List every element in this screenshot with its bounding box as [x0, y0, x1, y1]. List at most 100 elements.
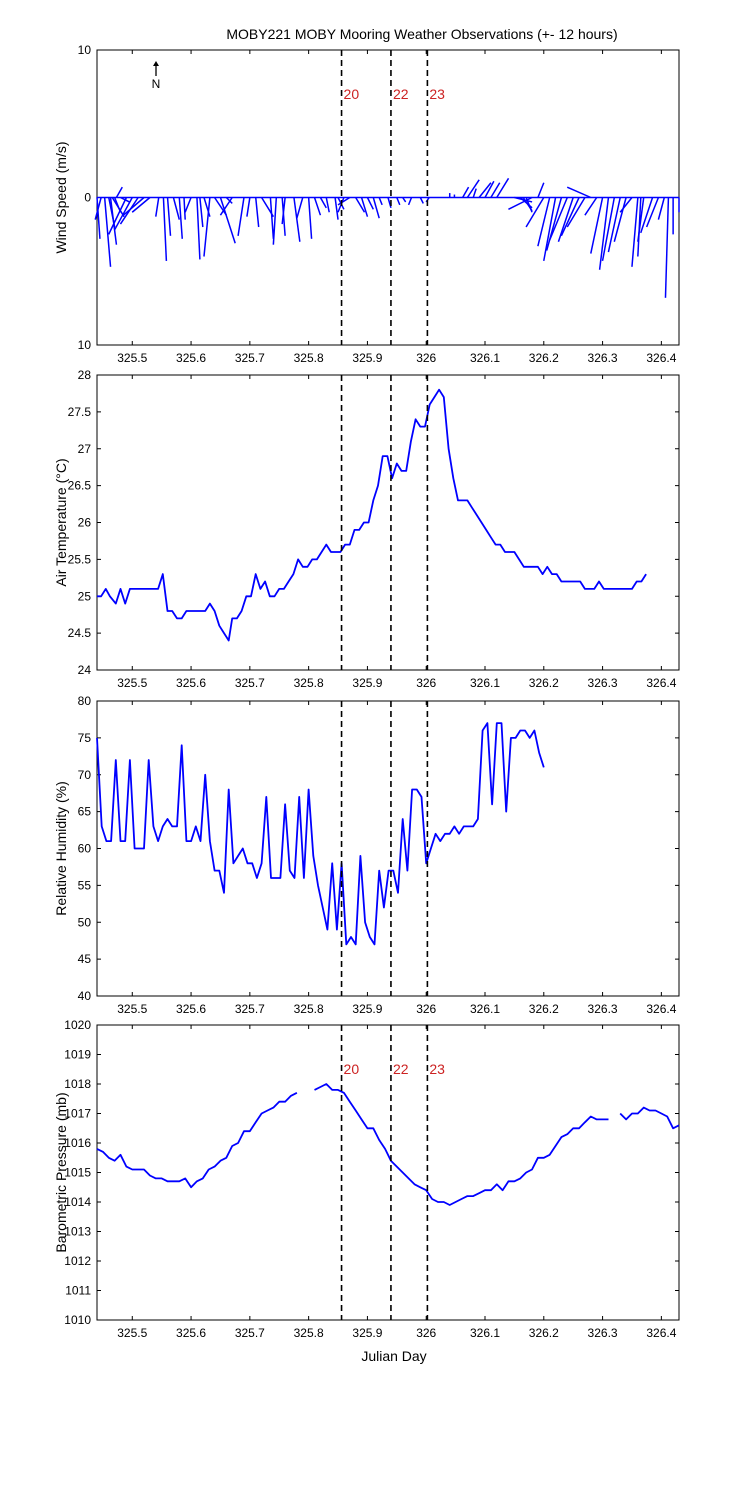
- event-label: 20: [344, 1061, 360, 1077]
- wind-vector: [122, 196, 145, 216]
- y-tick-label: 60: [78, 842, 92, 856]
- wind-vector: [537, 197, 551, 247]
- y-tick-label: 25.5: [68, 552, 92, 566]
- event-label: 23: [429, 86, 445, 102]
- y-tick-label: 40: [78, 989, 92, 1003]
- wind-vector: [402, 197, 407, 203]
- y-tick-label: 80: [78, 694, 92, 708]
- y-tick-label: 1012: [64, 1254, 91, 1268]
- wind-vector: [296, 197, 304, 219]
- y-tick-label: 1013: [64, 1225, 91, 1239]
- wind-vector: [566, 197, 586, 228]
- north-label: N: [152, 77, 161, 91]
- wind-vector: [108, 197, 128, 235]
- wind-vector: [613, 197, 627, 242]
- y-tick-label: 10: [78, 43, 92, 57]
- wind-vector: [113, 197, 122, 213]
- y-tick-label: 65: [78, 805, 92, 819]
- event-label: 23: [429, 1061, 445, 1077]
- x-tick-label: 326.2: [529, 351, 559, 365]
- wind-vector: [219, 197, 233, 216]
- wind-vector: [103, 197, 112, 267]
- wind-vector: [172, 197, 181, 220]
- y-tick-label: 27.5: [68, 405, 92, 419]
- x-tick-label: 325.7: [235, 1326, 265, 1340]
- x-tick-label: 325.8: [294, 1326, 324, 1340]
- y-tick-label: 1010: [64, 1313, 91, 1327]
- wind-vector: [378, 197, 383, 206]
- figure-title: MOBY221 MOBY Mooring Weather Observation…: [226, 26, 617, 42]
- y-tick-label: 1020: [64, 1018, 91, 1032]
- wind-vector: [607, 197, 621, 253]
- y-axis-label: Relative Humidity (%): [53, 781, 69, 916]
- y-tick-label: 26: [78, 516, 92, 530]
- plot-frame: [96, 1024, 680, 1321]
- x-tick-label: 326: [416, 351, 436, 365]
- wind-vector: [155, 197, 160, 217]
- wind-vector: [664, 197, 670, 298]
- wind-vector: [372, 197, 380, 219]
- series-line: [96, 722, 545, 946]
- x-axis-label: Julian Day: [361, 1348, 426, 1364]
- x-tick-label: 326: [416, 676, 436, 690]
- plot-frame: [96, 700, 680, 997]
- y-tick-label: 55: [78, 878, 92, 892]
- plot-frame: [96, 374, 680, 671]
- y-axis-label: Wind Speed (m/s): [53, 141, 69, 253]
- wind-vector: [508, 196, 533, 210]
- x-tick-label: 326.2: [529, 676, 559, 690]
- wind-vector: [525, 197, 545, 228]
- wind-vector: [355, 197, 366, 213]
- wind-vector: [631, 197, 639, 267]
- wind-vector: [637, 197, 645, 242]
- wind-vector: [657, 197, 666, 220]
- x-tick-label: 325.9: [352, 1002, 382, 1016]
- wind-vector: [360, 197, 369, 217]
- wind-vector: [113, 197, 133, 231]
- wind-vector: [601, 197, 616, 262]
- x-tick-label: 326.3: [588, 1002, 618, 1016]
- wind-vector: [337, 196, 351, 206]
- wind-vector: [246, 197, 251, 217]
- wind-vector: [545, 197, 563, 251]
- wind-vector: [462, 186, 470, 198]
- x-tick-label: 326.3: [588, 351, 618, 365]
- wind-vector: [543, 197, 557, 262]
- x-tick-label: 325.6: [176, 1002, 206, 1016]
- wind-vector: [184, 197, 192, 213]
- y-axis-label: Air Temperature (°C): [53, 458, 69, 586]
- wind-vector: [219, 197, 236, 244]
- series-line: [619, 1106, 680, 1130]
- wind-vector: [484, 180, 495, 198]
- wind-vector: [196, 197, 201, 260]
- x-tick-label: 326: [416, 1002, 436, 1016]
- x-tick-label: 325.9: [352, 676, 382, 690]
- wind-vector: [366, 197, 374, 210]
- wind-vector: [325, 197, 330, 213]
- x-tick-label: 326.1: [470, 1326, 500, 1340]
- y-tick-label: 1011: [65, 1284, 91, 1298]
- panel-3: 325.5 325.6 325.7 325.8 325.9 326 326.1 326.2 32…: [53, 694, 680, 1016]
- wind-vector: [199, 197, 204, 228]
- x-tick-label: 325.5: [117, 351, 147, 365]
- wind-vector: [478, 182, 492, 198]
- y-tick-label: 1019: [64, 1048, 91, 1062]
- wind-vector: [166, 197, 172, 236]
- x-tick-label: 326.4: [646, 676, 676, 690]
- wind-vector: [281, 197, 286, 225]
- y-axis-label: Barometric Pressure (mb): [53, 1092, 69, 1252]
- x-tick-label: 325.9: [352, 351, 382, 365]
- series-line: [97, 388, 647, 642]
- wind-vector: [96, 197, 101, 239]
- wind-vector: [162, 197, 168, 261]
- x-tick-label: 325.8: [294, 351, 324, 365]
- y-tick-label: 28: [78, 368, 92, 382]
- y-tick-label: 1014: [64, 1195, 91, 1209]
- wind-vector: [313, 197, 322, 216]
- x-tick-label: 325.5: [117, 1326, 147, 1340]
- wind-vector: [203, 197, 211, 257]
- x-tick-label: 325.7: [235, 676, 265, 690]
- wind-vector: [254, 197, 260, 228]
- y-tick-label: 24: [78, 663, 92, 677]
